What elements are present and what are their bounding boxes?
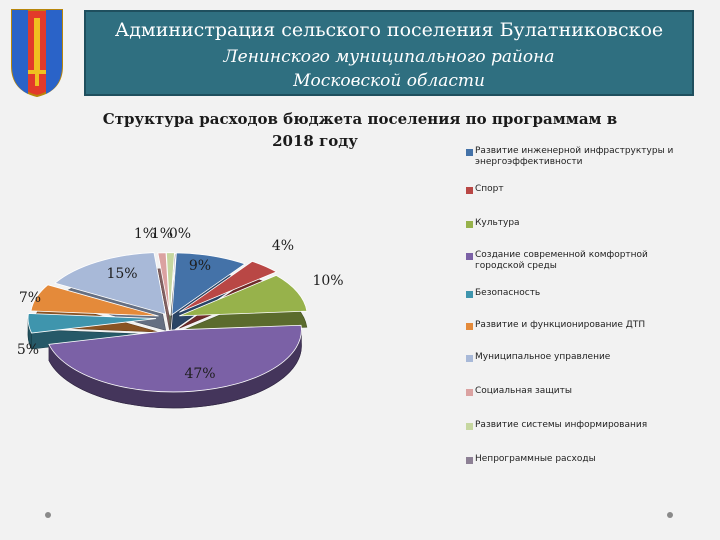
legend-label: Культура <box>475 218 520 228</box>
slide-nav-dot <box>667 512 673 518</box>
legend-label: Спорт <box>475 184 504 194</box>
legend-label: Создание современной комфортной городско… <box>475 250 648 271</box>
pie-slice <box>169 253 177 316</box>
legend-label: Социальная защиты <box>475 386 572 396</box>
pie-data-label: 7% <box>19 290 41 306</box>
legend-swatch <box>466 291 473 298</box>
slide-nav-dot <box>45 512 51 518</box>
header-line-3: Московской области <box>293 71 485 91</box>
chart-title-line-1: Структура расходов бюджета поселения по … <box>102 110 618 128</box>
legend-swatch <box>466 149 473 156</box>
legend-swatch <box>466 221 473 228</box>
pie-slice <box>30 284 159 317</box>
pie-slice <box>171 252 246 316</box>
chart-title: Структура расходов бюджета поселения по … <box>60 108 660 152</box>
pie-slice <box>179 260 278 313</box>
header-line-2: Ленинского муниципального района <box>223 47 555 67</box>
pie-data-label: 1% <box>134 226 156 242</box>
emblem <box>10 8 64 98</box>
pie-slice <box>179 274 308 317</box>
pie-data-label: 4% <box>272 238 294 254</box>
legend-label: Развитие системы информирования <box>475 420 648 430</box>
pie-slice <box>54 252 167 315</box>
header-banner: Администрация сельского поселения Булатн… <box>84 10 694 96</box>
legend-label: Развитие инженерной инфраструктуры и эне… <box>475 146 674 167</box>
legend-label: Муниципальное управление <box>475 352 611 362</box>
pie-data-label: 1% <box>151 226 173 242</box>
legend-swatch <box>466 355 473 362</box>
pie-data-label: 5% <box>17 342 39 358</box>
header-line-1: Администрация сельского поселения Булатн… <box>114 19 664 41</box>
pie-data-label: 10% <box>312 273 343 289</box>
legend-swatch <box>466 323 473 330</box>
legend-swatch <box>466 253 473 260</box>
legend-label: Непрограммные расходы <box>475 454 596 464</box>
pie-data-label: 0% <box>169 226 191 242</box>
legend-swatch <box>466 423 473 430</box>
chart-title-line-2: 2018 году <box>272 132 358 150</box>
pie-slice <box>48 324 302 393</box>
legend-swatch <box>466 187 473 194</box>
pie-data-label: 47% <box>184 366 215 382</box>
legend-label: Безопасность <box>475 288 541 298</box>
pie-data-label: 15% <box>106 266 137 282</box>
legend-swatch <box>466 457 473 464</box>
pie-data-label: 9% <box>189 258 211 274</box>
pie-slice <box>165 252 175 315</box>
legend-swatch <box>466 389 473 396</box>
pie-slice <box>27 313 157 334</box>
legend-label: Развитие и функционирование ДТП <box>475 320 646 330</box>
